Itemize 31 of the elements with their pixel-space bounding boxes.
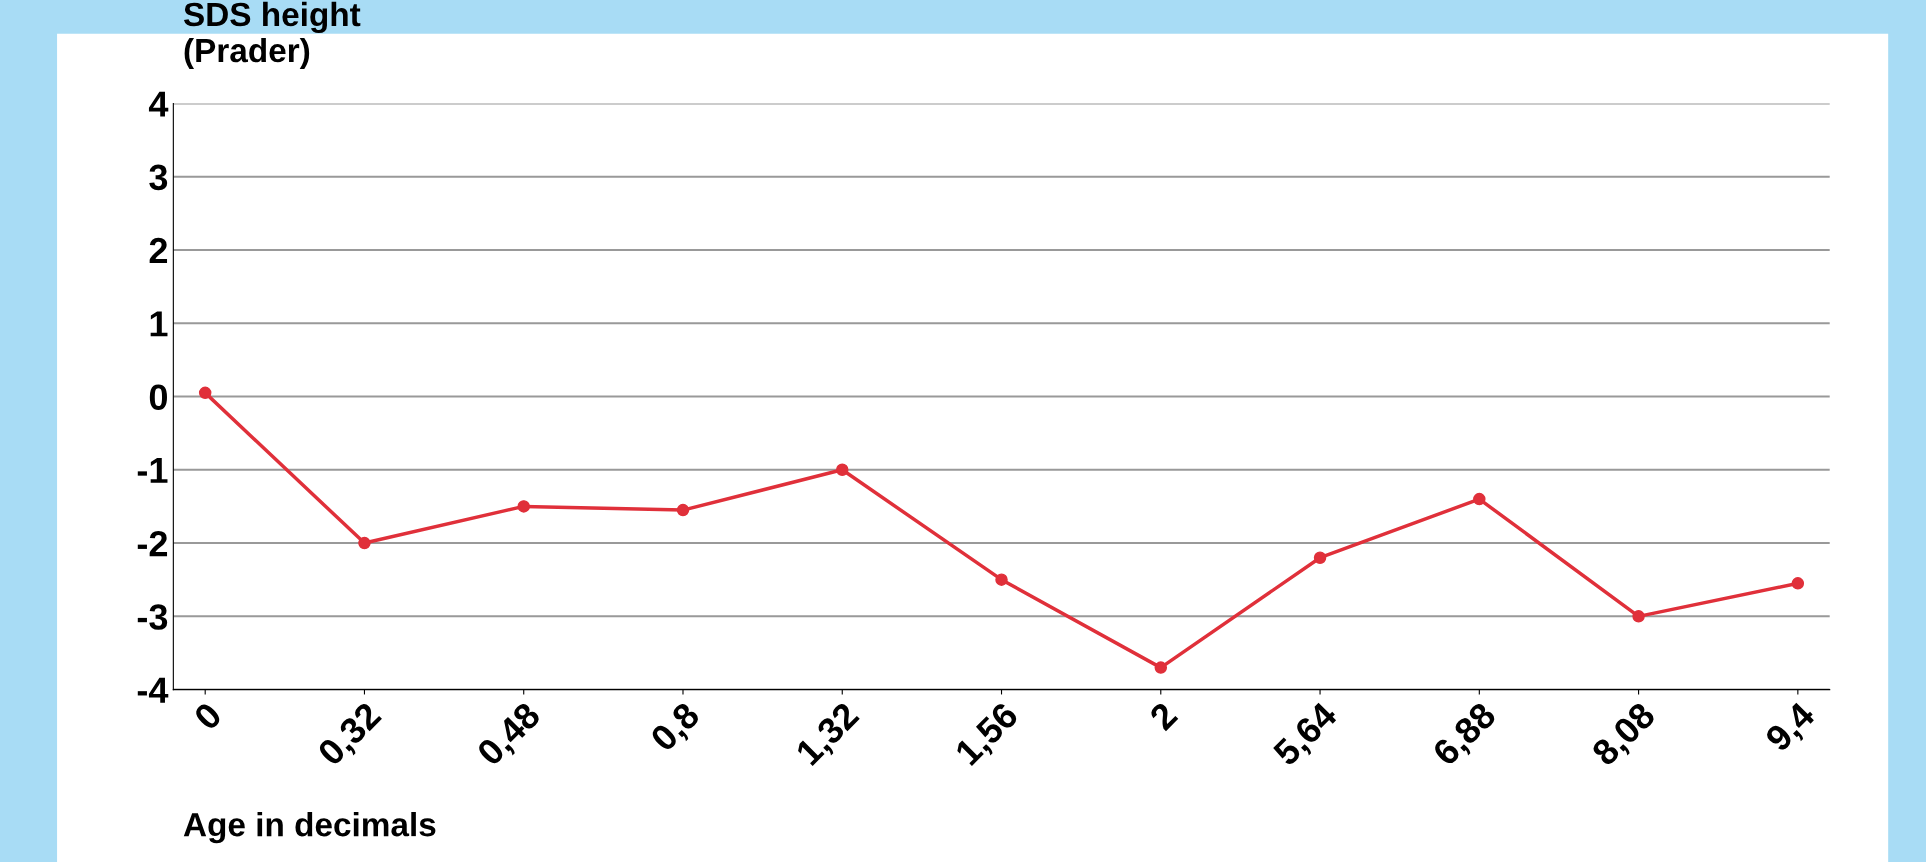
- point: [1154, 661, 1168, 674]
- x-axis-title: Age in decimals: [183, 811, 436, 844]
- y-axis-title: SDS height (Prader): [183, 1, 361, 69]
- x-tick-label: 0,8: [649, 700, 705, 757]
- x-tick-label: 8,08: [1590, 700, 1661, 771]
- point: [995, 573, 1008, 586]
- x-tick-label: 9,4: [1763, 700, 1821, 757]
- point: [1313, 551, 1327, 564]
- y-tick-label: -3: [137, 604, 168, 630]
- point: [1473, 492, 1486, 506]
- point: [517, 500, 530, 513]
- y-tick-label: 0: [149, 384, 167, 410]
- y-tick-label: 1: [150, 311, 168, 337]
- x-tick-label: 2: [1148, 701, 1179, 732]
- y-tick-label: 2: [149, 237, 168, 264]
- point: [676, 503, 690, 517]
- y-tick-label: 4: [148, 91, 169, 117]
- x-tick-label: 6,88: [1431, 700, 1501, 771]
- point: [836, 463, 849, 477]
- point: [358, 536, 371, 550]
- x-tick-label: 5,64: [1271, 700, 1343, 771]
- y-tick-label: -2: [137, 530, 168, 557]
- y-tick-label: 3: [149, 164, 168, 191]
- y-tick-label: -1: [137, 458, 168, 483]
- y-tick-label: -4: [137, 677, 169, 703]
- x-tick-label: 0,32: [316, 701, 386, 771]
- point: [1632, 610, 1645, 623]
- point: [198, 386, 212, 400]
- x-tick-label: 0: [192, 701, 223, 732]
- x-tick-label: 0,48: [475, 700, 546, 771]
- point: [1791, 577, 1805, 590]
